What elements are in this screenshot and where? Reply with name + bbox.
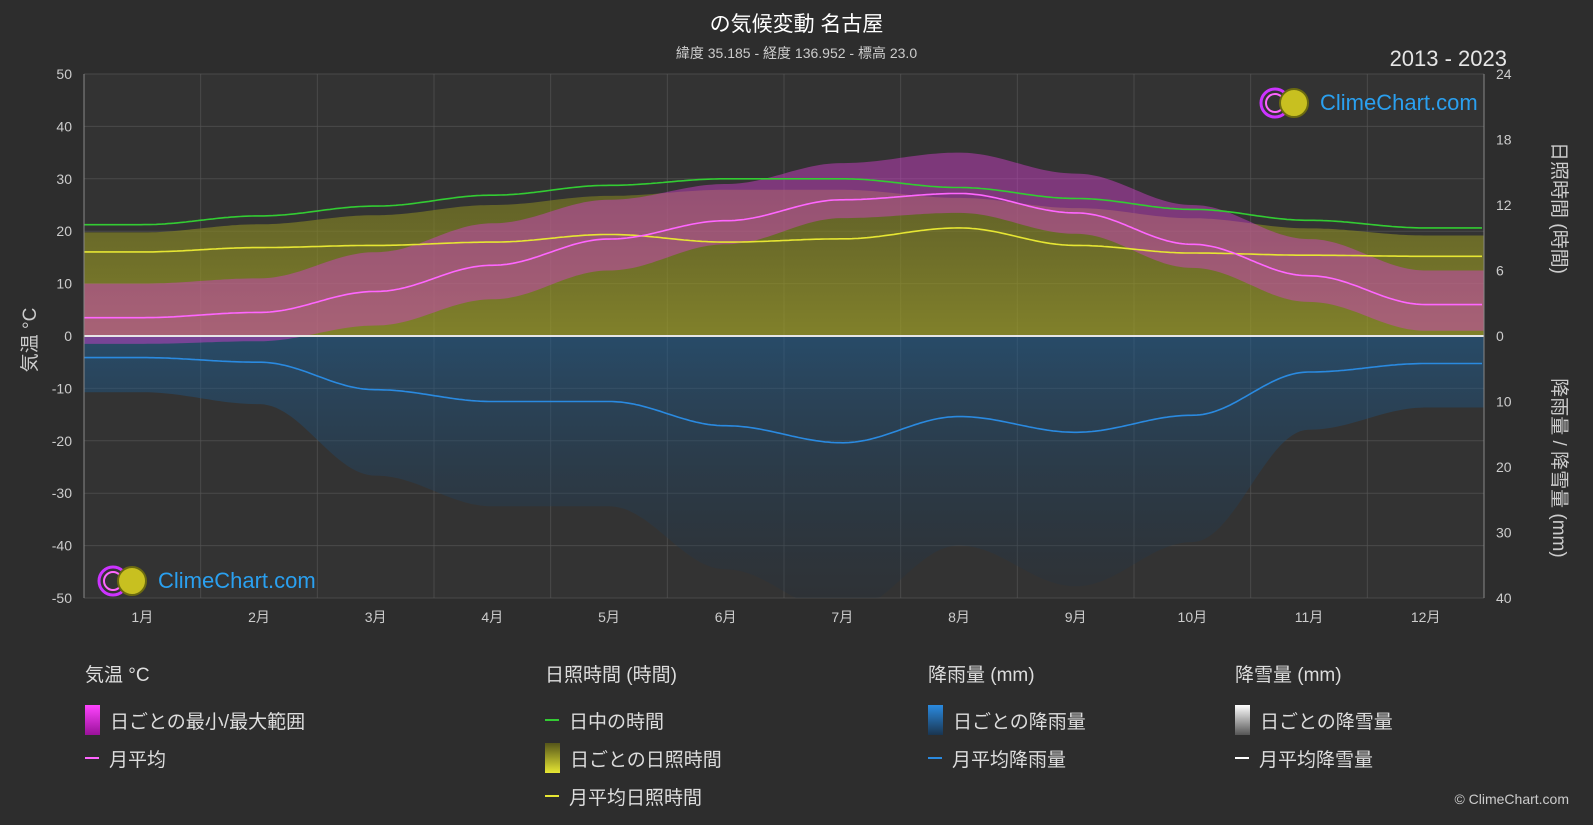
left-tick-label: 20: [56, 223, 72, 239]
legend-label: 月平均: [109, 749, 167, 771]
sunshine-daily-swatch: [545, 743, 560, 773]
left-tick-label: 40: [56, 118, 72, 134]
legend-rain: 降雨量 (mm) 日ごとの降雨量 月平均降雨量: [928, 660, 1086, 777]
legend-label: 日ごとの最小/最大範囲: [110, 711, 306, 733]
legend-label: 日中の時間: [569, 711, 665, 733]
left-tick-label: 50: [56, 66, 72, 82]
series-line-0: [84, 178, 1482, 229]
climechart-logo-icon: [97, 565, 147, 597]
legend-head: 気温 °C: [85, 665, 150, 686]
legend-item: 日ごとの降雨量: [928, 701, 1086, 739]
precip-axis-title: 降雨量 / 降雪量 (mm): [1548, 378, 1570, 557]
rain-mean-swatch: [928, 757, 942, 759]
left-tick-label: -30: [52, 485, 72, 501]
sunshine-tick-label: 0: [1496, 328, 1504, 344]
chart-marks: [84, 152, 1484, 598]
legend-item: 月平均降雨量: [928, 739, 1086, 777]
daily-sunshine-area: [84, 189, 1484, 336]
month-label: 1月: [131, 609, 153, 625]
legend-label: 日ごとの降雪量: [1260, 711, 1393, 733]
logo-bottom[interactable]: ClimeChart.com: [96, 564, 316, 598]
series-line-1: [84, 227, 1482, 258]
legend-head: 日照時間 (時間): [545, 665, 677, 686]
month-label: 12月: [1411, 609, 1441, 625]
snow-daily-swatch: [1235, 705, 1250, 735]
sunshine-tick-label: 18: [1496, 132, 1512, 148]
chart-axes: 50 40 30 20 10 0 -10 -20 -30 -40 -50 24 18 12 6 0 10 20 30…: [19, 66, 1570, 625]
legend-item: 日中の時間: [545, 701, 722, 739]
daylight-swatch: [545, 719, 559, 721]
left-tick-label: -50: [52, 590, 72, 606]
legend-snow: 降雪量 (mm) 日ごとの降雪量 月平均降雪量: [1235, 660, 1393, 777]
daily-rain-area: [84, 336, 1484, 598]
sunshine-axis-title: 日照時間 (時間): [1548, 142, 1570, 274]
left-tick-label: 10: [56, 276, 72, 292]
left-tick-label: 30: [56, 171, 72, 187]
temp-range-swatch: [85, 705, 100, 735]
legend-label: 月平均降雨量: [952, 749, 1067, 771]
left-tick-label: 0: [64, 328, 72, 344]
logo-text: ClimeChart.com: [1320, 90, 1478, 115]
month-label: 6月: [715, 609, 737, 625]
month-label: 8月: [948, 609, 970, 625]
legend-item: 日ごとの降雪量: [1235, 701, 1393, 739]
month-label: 4月: [481, 609, 503, 625]
year-range: 2013 - 2023: [1389, 46, 1507, 71]
month-label: 2月: [248, 609, 270, 625]
precip-tick-label: 10: [1496, 394, 1512, 410]
legend-item: 月平均降雪量: [1235, 739, 1393, 777]
legend-item: 日ごとの日照時間: [545, 739, 722, 777]
month-label: 3月: [365, 609, 387, 625]
series-line-3: [84, 356, 1482, 444]
sunshine-mean-swatch: [545, 795, 559, 797]
precip-tick-label: 30: [1496, 525, 1512, 541]
precip-tick-label: 40: [1496, 590, 1512, 606]
legend-item: 月平均: [85, 739, 305, 777]
logo-top[interactable]: ClimeChart.com: [1258, 86, 1478, 120]
rain-daily-swatch: [928, 705, 943, 735]
sunshine-tick-label: 24: [1496, 66, 1512, 82]
month-label: 7月: [831, 609, 853, 625]
temp-mean-swatch: [85, 757, 99, 759]
month-label: 9月: [1065, 609, 1087, 625]
month-label: 5月: [598, 609, 620, 625]
legend-label: 月平均日照時間: [569, 787, 703, 809]
copyright: © ClimeChart.com: [1454, 791, 1569, 807]
legend-label: 日ごとの降雨量: [953, 711, 1086, 733]
precip-tick-label: 20: [1496, 459, 1512, 475]
left-axis-title: 気温 °C: [19, 308, 41, 373]
legend-sunshine: 日照時間 (時間) 日中の時間 日ごとの日照時間 月平均日照時間: [545, 660, 722, 815]
snow-mean-swatch: [1235, 757, 1249, 759]
legend-temperature: 気温 °C 日ごとの最小/最大範囲 月平均: [85, 660, 305, 777]
left-tick-label: -20: [52, 433, 72, 449]
month-label: 10月: [1178, 609, 1208, 625]
climechart-logo-icon: [1259, 87, 1309, 119]
left-tick-label: -10: [52, 380, 72, 396]
legend-label: 日ごとの日照時間: [570, 749, 722, 771]
sunshine-tick-label: 6: [1496, 263, 1504, 279]
sunshine-tick-label: 12: [1496, 197, 1512, 213]
legend-label: 月平均降雪量: [1259, 749, 1374, 771]
chart-subtitle: 緯度 35.185 - 経度 136.952 - 標高 23.0: [675, 45, 918, 61]
month-label: 11月: [1295, 609, 1324, 625]
series-line-2: [84, 192, 1482, 319]
logo-text: ClimeChart.com: [158, 568, 316, 593]
legend-head: 降雨量 (mm): [928, 665, 1035, 686]
legend-item: 日ごとの最小/最大範囲: [85, 701, 305, 739]
legend-item: 月平均日照時間: [545, 777, 722, 815]
temperature-range-band: [84, 152, 1484, 344]
legend-head: 降雪量 (mm): [1235, 665, 1342, 686]
chart-title: の気候変動 名古屋: [709, 13, 884, 36]
left-tick-label: -40: [52, 538, 72, 554]
